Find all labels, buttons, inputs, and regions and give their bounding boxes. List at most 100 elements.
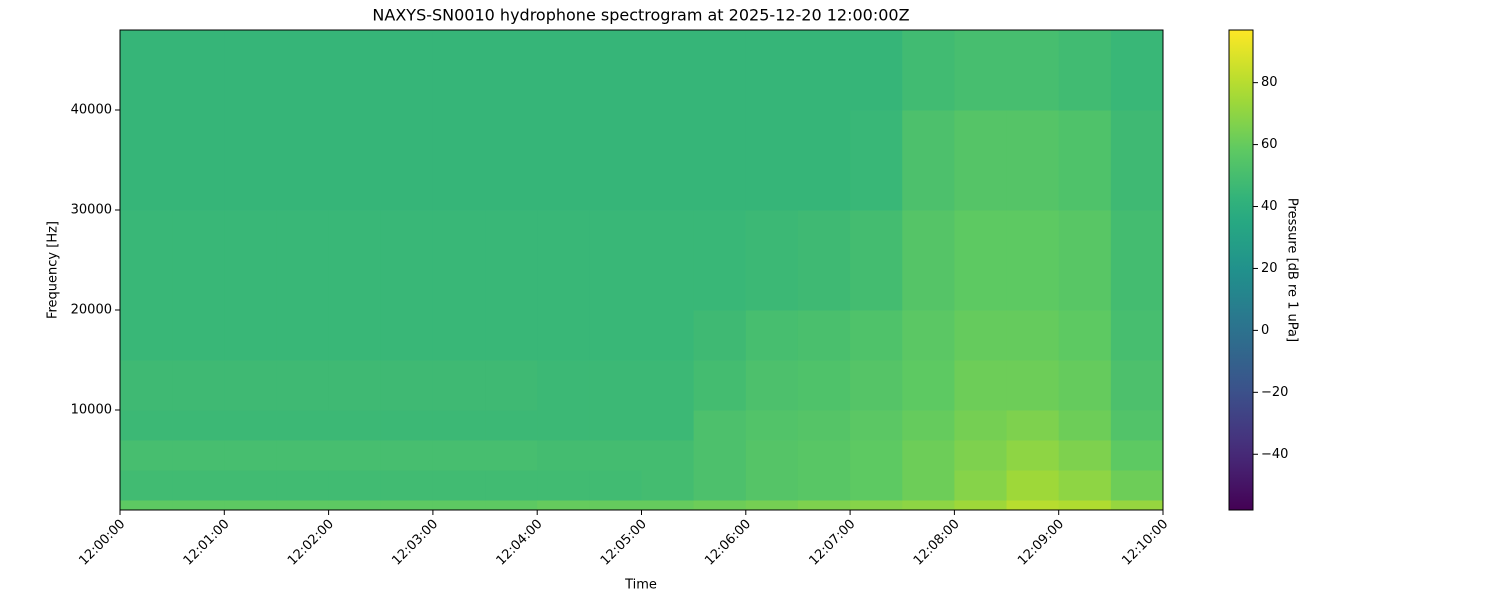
heatmap-cell <box>850 310 903 361</box>
heatmap-cell <box>693 500 747 511</box>
y-axis-label: Frequency [Hz] <box>46 221 61 319</box>
heatmap-cell <box>172 440 225 471</box>
heatmap-cell <box>1110 470 1164 501</box>
heatmap-cell <box>1110 360 1164 411</box>
heatmap-cell <box>954 210 1008 311</box>
heatmap-cell <box>172 210 225 311</box>
heatmap-cell <box>954 110 1008 211</box>
heatmap-cell <box>485 360 538 411</box>
heatmap-cell <box>120 210 173 311</box>
heatmap-cell <box>432 110 486 211</box>
heatmap-cell <box>120 110 173 211</box>
heatmap-cell <box>380 440 434 471</box>
heatmap-cell <box>276 470 330 501</box>
x-tick-label: 12:08:00 <box>911 517 963 569</box>
heatmap-cell <box>589 360 642 411</box>
heatmap-cell <box>276 410 330 441</box>
heatmap-cell <box>954 470 1008 501</box>
heatmap-cell <box>432 210 486 311</box>
colorbar-tick-label: 40 <box>1261 199 1278 214</box>
colorbar-tick-label: 80 <box>1261 75 1278 90</box>
heatmap-cell <box>537 110 590 211</box>
heatmap-cell <box>641 210 695 311</box>
heatmap-cell <box>745 440 799 471</box>
heatmap-cell <box>850 110 903 211</box>
heatmap-cell <box>693 210 747 311</box>
colorbar-tick-label: 0 <box>1261 323 1269 338</box>
heatmap-cell <box>432 440 486 471</box>
heatmap-cell <box>902 360 955 411</box>
heatmap-cell <box>797 360 851 411</box>
heatmap-cell <box>745 210 799 311</box>
heatmap-cell <box>380 500 434 511</box>
heatmap-cell <box>380 470 434 501</box>
y-tick-label: 40000 <box>71 103 112 118</box>
heatmap-cell <box>1110 30 1164 111</box>
heatmap-cell <box>485 410 538 441</box>
x-axis-label: Time <box>624 578 657 593</box>
heatmap-cell <box>328 210 382 311</box>
heatmap-cell <box>954 310 1008 361</box>
heatmap-cell <box>693 440 747 471</box>
heatmap-cell <box>485 500 538 511</box>
heatmap-cell <box>380 210 434 311</box>
heatmap-cell <box>902 310 955 361</box>
heatmap-cell <box>693 470 747 501</box>
heatmap-cell <box>380 30 434 111</box>
heatmap-cell <box>537 440 590 471</box>
heatmap-cell <box>797 30 851 111</box>
heatmap-cell <box>797 500 851 511</box>
heatmap-cell <box>641 360 695 411</box>
heatmap-cell <box>902 30 955 111</box>
heatmap-cell <box>276 440 330 471</box>
heatmap-cell <box>902 210 955 311</box>
heatmap-cell <box>537 310 590 361</box>
heatmap-cell <box>797 440 851 471</box>
heatmap-cell <box>902 440 955 471</box>
heatmap-cell <box>276 210 330 311</box>
x-tick-label: 12:09:00 <box>1015 517 1067 569</box>
heatmap-cell <box>224 410 277 441</box>
heatmap-cell <box>276 30 330 111</box>
heatmap-cell <box>1110 210 1164 311</box>
heatmap-cell <box>850 360 903 411</box>
heatmap-cell <box>954 500 1008 511</box>
heatmap-cell <box>172 360 225 411</box>
heatmap-cell <box>902 410 955 441</box>
x-tick-label: 12:00:00 <box>76 517 128 569</box>
heatmap-cell <box>797 210 851 311</box>
heatmap-cell <box>589 470 642 501</box>
heatmap-cell <box>641 470 695 501</box>
chart-title: NAXYS-SN0010 hydrophone spectrogram at 2… <box>372 6 909 25</box>
x-tick-label: 12:05:00 <box>598 517 650 569</box>
heatmap-cell <box>850 410 903 441</box>
heatmap-cell <box>276 310 330 361</box>
heatmap-cell <box>328 110 382 211</box>
heatmap-cell <box>328 360 382 411</box>
heatmap-cell <box>120 310 173 361</box>
heatmap-cell <box>797 110 851 211</box>
heatmap-cell <box>589 500 642 511</box>
heatmap-cell <box>1110 440 1164 471</box>
y-tick-label: 30000 <box>71 203 112 218</box>
colorbar-tick-label: 60 <box>1261 137 1278 152</box>
heatmap-cell <box>1006 500 1060 511</box>
heatmap-cell <box>537 360 590 411</box>
heatmap-cell <box>224 440 277 471</box>
heatmap-cell <box>902 470 955 501</box>
heatmap-cell <box>641 440 695 471</box>
y-tick-label: 10000 <box>71 403 112 418</box>
heatmap-cell <box>589 310 642 361</box>
heatmap-cell <box>850 470 903 501</box>
heatmap-cell <box>954 360 1008 411</box>
heatmap-cell <box>641 310 695 361</box>
heatmap-cell <box>432 470 486 501</box>
heatmap-cell <box>1058 30 1112 111</box>
heatmap-cell <box>693 30 747 111</box>
x-tick-label: 12:04:00 <box>494 517 546 569</box>
heatmap-cell <box>850 440 903 471</box>
heatmap-cell <box>1006 110 1060 211</box>
heatmap-cell <box>120 360 173 411</box>
x-tick-label: 12:01:00 <box>181 517 233 569</box>
